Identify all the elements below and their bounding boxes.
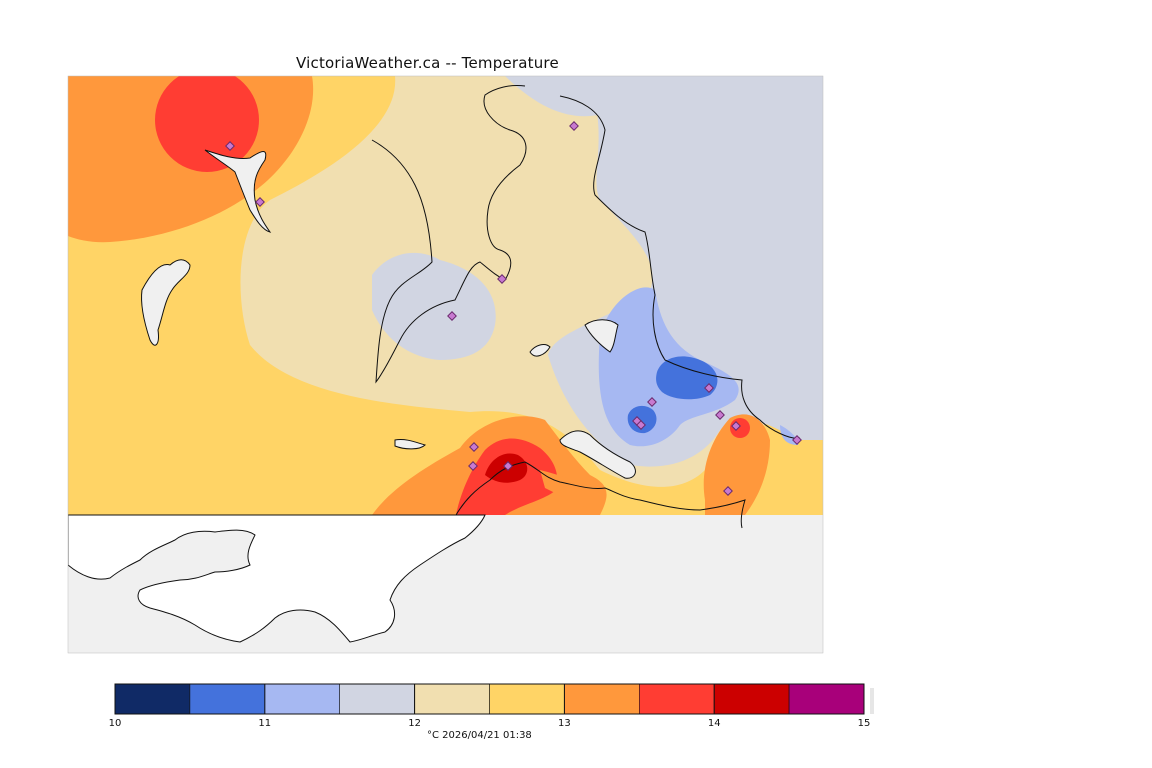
contour-10-5-11-a xyxy=(656,356,718,400)
station-marker[interactable] xyxy=(569,121,579,131)
station-marker[interactable] xyxy=(704,383,714,393)
legend-bin xyxy=(339,683,415,715)
station-marker[interactable] xyxy=(792,435,802,445)
saanich-coastline xyxy=(371,85,527,384)
legend-bin xyxy=(638,683,715,715)
legend-bin xyxy=(189,683,266,715)
station-marker[interactable] xyxy=(636,420,646,430)
legend-tick-label: 15 xyxy=(858,718,871,729)
map-title: VictoriaWeather.ca -- Temperature xyxy=(296,54,559,72)
legend-tick-label: 13 xyxy=(558,718,571,729)
station-marker[interactable] xyxy=(447,311,457,321)
station-marker[interactable] xyxy=(469,442,479,452)
contour-10-5-11-b xyxy=(627,405,657,434)
station-marker[interactable] xyxy=(647,397,657,407)
legend-bin xyxy=(114,683,191,715)
island-west xyxy=(141,259,191,346)
legend-bin xyxy=(564,683,640,715)
legend-shadow xyxy=(870,688,874,714)
legend-tick-label: 12 xyxy=(408,718,421,729)
coastlines xyxy=(68,85,801,643)
legend-tick-label: 14 xyxy=(708,718,721,729)
legend-bin xyxy=(414,683,490,715)
station-marker[interactable] xyxy=(255,197,265,207)
station-marker[interactable] xyxy=(468,461,478,471)
legend-bin xyxy=(264,683,340,715)
contour-13-5-14-nw xyxy=(155,76,259,172)
map-frame xyxy=(67,75,824,654)
contour-13-13-5-east xyxy=(703,414,770,515)
legend-bin xyxy=(489,683,565,715)
sooke-inlet xyxy=(204,149,272,233)
victoria-south-coast xyxy=(455,461,746,529)
station-marker[interactable] xyxy=(503,461,513,471)
victoria-harbour xyxy=(559,430,636,479)
island-east xyxy=(584,319,619,353)
station-marker[interactable] xyxy=(731,421,741,431)
legend-tick-label: 11 xyxy=(258,718,271,729)
legend-bin xyxy=(788,683,865,715)
island-strait xyxy=(394,439,426,450)
station-marker[interactable] xyxy=(723,486,733,496)
station-marker[interactable] xyxy=(225,141,235,151)
olympic-peninsula xyxy=(68,514,486,643)
temperature-contours xyxy=(68,76,823,515)
east-coastline xyxy=(559,95,801,439)
legend-tick-label: 10 xyxy=(109,718,122,729)
legend-ticks: 10 11 12 13 14 15 xyxy=(109,684,871,729)
legend-footer: °C 2026/04/21 01:38 xyxy=(427,730,532,741)
legend-bin xyxy=(713,683,790,715)
station-marker[interactable] xyxy=(715,410,725,420)
station-markers xyxy=(225,121,802,496)
island-center xyxy=(529,344,551,357)
station-marker[interactable] xyxy=(497,274,507,284)
contour-11-5-12-north xyxy=(505,76,600,117)
legend-bins xyxy=(114,683,865,715)
contour-11-5-12-east xyxy=(505,76,823,467)
